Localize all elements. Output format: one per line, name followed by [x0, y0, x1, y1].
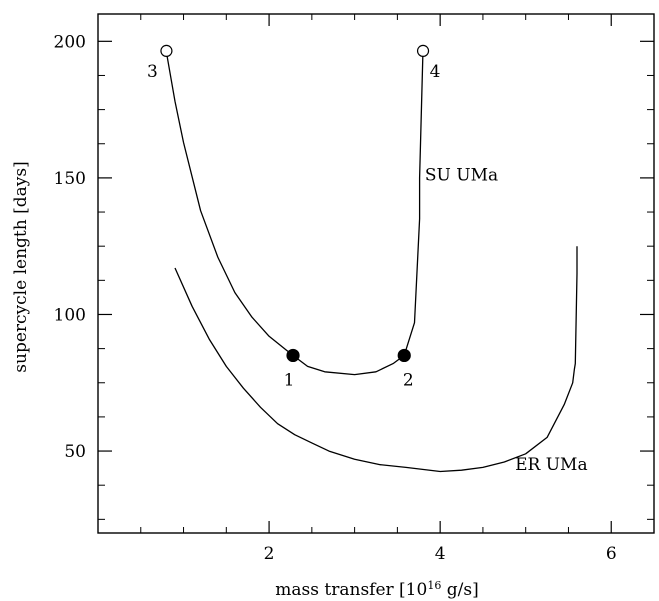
marker-2 — [397, 348, 411, 363]
marker-1 — [286, 348, 300, 363]
series-line-su-uma — [165, 49, 424, 376]
x-axis-title-exponent: 16 — [427, 579, 441, 592]
plot-area: 2 4 6 50 100 150 200 1 2 3 4 SU UMa ER UMa — [54, 13, 655, 564]
y-axis-title: supercycle length [days] — [11, 161, 31, 372]
marker-label-4: 4 — [430, 62, 441, 82]
y-tick-label: 100 — [54, 305, 86, 325]
x-tick-label: 4 — [435, 544, 446, 564]
marker-label-3: 3 — [147, 62, 158, 82]
plot-frame — [97, 13, 655, 534]
marker-3 — [160, 44, 173, 57]
marker-4 — [416, 44, 430, 57]
x-axis-title: mass transfer [1016 g/s] — [275, 579, 478, 601]
x-tick-label: 6 — [606, 544, 617, 564]
marker-label-2: 2 — [403, 370, 414, 390]
x-tick-label: 2 — [264, 544, 275, 564]
annotation-er-uma: ER UMa — [515, 455, 587, 475]
y-tick-label: 200 — [54, 32, 86, 52]
y-tick-label: 150 — [54, 169, 86, 189]
y-tick-label: 50 — [64, 442, 86, 462]
marker-label-1: 1 — [284, 370, 295, 390]
annotation-su-uma: SU UMa — [425, 166, 498, 186]
series-line-er-uma — [174, 246, 578, 473]
